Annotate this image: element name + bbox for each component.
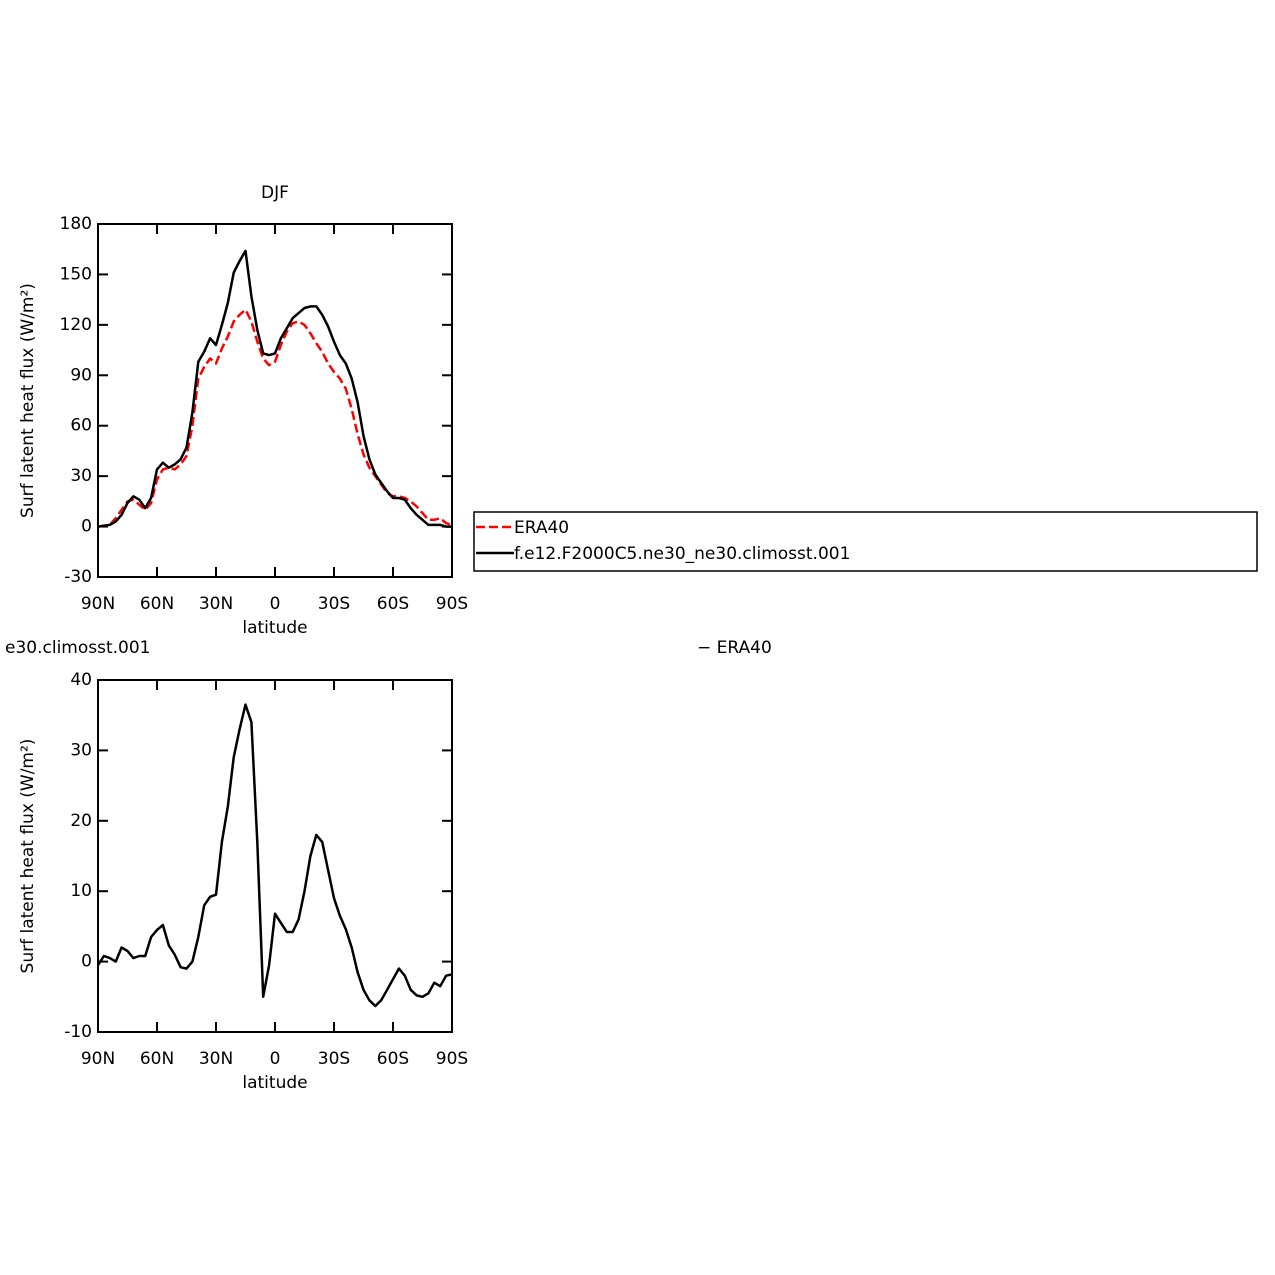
plot-frame <box>97 223 453 578</box>
y-tick-label: 0 <box>81 517 92 537</box>
x-tick-label: 60S <box>377 1049 409 1069</box>
x-tick-label: 30S <box>318 594 350 614</box>
chart-title: − ERA40 <box>697 638 772 658</box>
y-tick-label: 40 <box>70 670 92 690</box>
x-tick-label: 0 <box>270 594 281 614</box>
y-axis-label: Surf latent heat flux (W/m²) <box>18 283 38 518</box>
x-tick-label: 60N <box>140 1049 174 1069</box>
x-tick-label: 90N <box>81 1049 115 1069</box>
data-line <box>97 249 452 528</box>
x-tick-label: 30S <box>318 1049 350 1069</box>
legend-label: ERA40 <box>514 518 569 538</box>
data-line <box>96 703 453 1008</box>
legend-box <box>473 511 1258 572</box>
chart-title: e30.climosst.001 <box>5 638 150 658</box>
y-tick-label: -30 <box>64 567 92 587</box>
y-tick-label: 90 <box>70 365 92 385</box>
x-tick-label: 90S <box>436 1049 468 1069</box>
legend-label: f.e12.F2000C5.ne30_ne30.climosst.001 <box>514 544 850 564</box>
y-tick-label: 0 <box>81 952 92 972</box>
y-tick-label: 30 <box>70 466 92 486</box>
y-tick-label: 120 <box>60 315 92 335</box>
x-axis-label: latitude <box>242 1073 307 1093</box>
x-tick-label: 60S <box>377 594 409 614</box>
y-tick-label: 10 <box>70 881 92 901</box>
x-tick-label: 90S <box>436 594 468 614</box>
y-tick-label: 180 <box>60 214 92 234</box>
plot-frame <box>97 679 453 1033</box>
x-tick-label: 0 <box>270 1049 281 1069</box>
chart-title: DJF <box>261 183 289 203</box>
x-axis-label: latitude <box>242 618 307 638</box>
y-tick-label: 60 <box>70 416 92 436</box>
y-tick-label: -10 <box>64 1022 92 1042</box>
x-tick-label: 30N <box>199 594 233 614</box>
x-tick-label: 60N <box>140 594 174 614</box>
y-tick-label: 150 <box>60 264 92 284</box>
y-axis-label: Surf latent heat flux (W/m²) <box>18 739 38 974</box>
x-tick-label: 90N <box>81 594 115 614</box>
y-tick-label: 30 <box>70 740 92 760</box>
y-tick-label: 20 <box>70 811 92 831</box>
x-tick-label: 30N <box>199 1049 233 1069</box>
